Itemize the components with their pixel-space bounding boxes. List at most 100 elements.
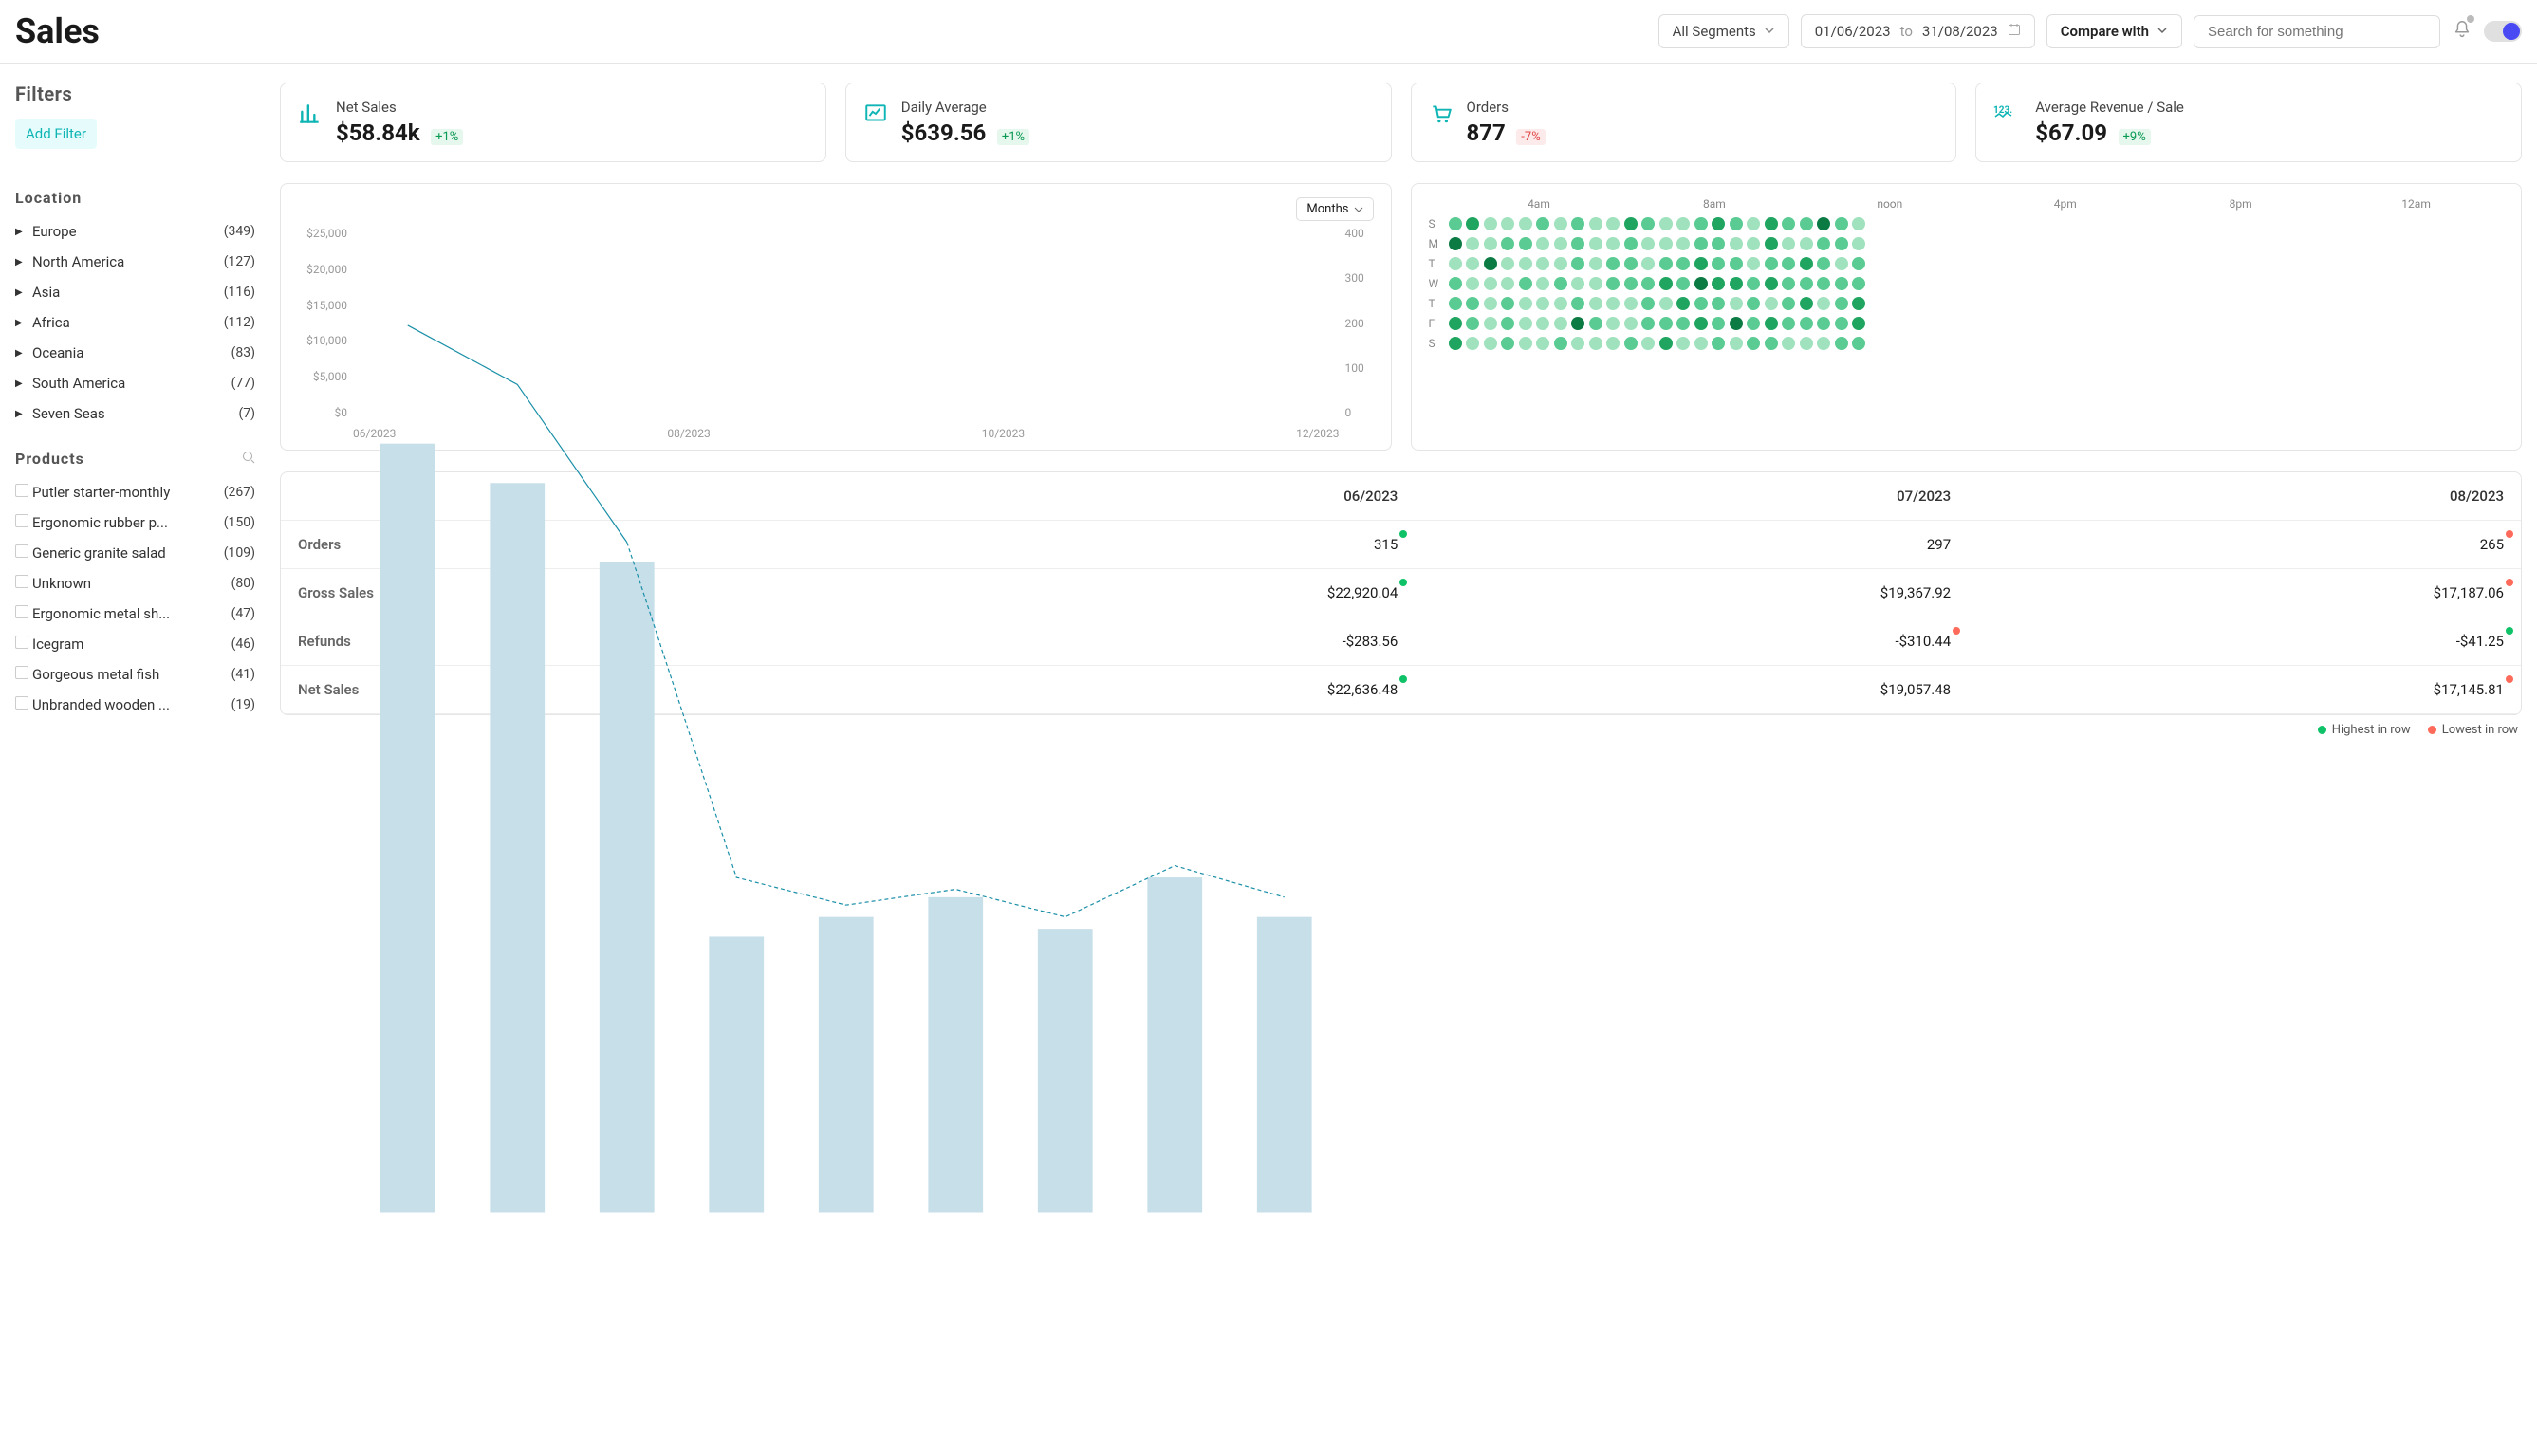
heatmap-dot[interactable] xyxy=(1501,257,1514,270)
heatmap-dot[interactable] xyxy=(1730,237,1743,250)
product-filter-item[interactable]: Unbranded wooden ... (19) xyxy=(15,690,255,720)
heatmap-dot[interactable] xyxy=(1782,337,1795,350)
heatmap-dot[interactable] xyxy=(1624,237,1638,250)
add-filter-button[interactable]: Add Filter xyxy=(15,119,97,149)
search-icon[interactable] xyxy=(242,451,255,468)
checkbox-icon[interactable] xyxy=(15,696,32,713)
heatmap-dot[interactable] xyxy=(1676,317,1690,330)
heatmap-dot[interactable] xyxy=(1852,297,1865,310)
heatmap-dot[interactable] xyxy=(1571,317,1584,330)
heatmap-dot[interactable] xyxy=(1589,297,1602,310)
heatmap-dot[interactable] xyxy=(1641,217,1655,230)
product-filter-item[interactable]: Ergonomic metal sh... (47) xyxy=(15,599,255,629)
heatmap-dot[interactable] xyxy=(1800,337,1813,350)
heatmap-dot[interactable] xyxy=(1817,297,1830,310)
product-filter-item[interactable]: Putler starter-monthly (267) xyxy=(15,477,255,507)
heatmap-dot[interactable] xyxy=(1466,317,1479,330)
heatmap-dot[interactable] xyxy=(1765,297,1778,310)
heatmap-dot[interactable] xyxy=(1800,257,1813,270)
heatmap-dot[interactable] xyxy=(1554,317,1567,330)
heatmap-dot[interactable] xyxy=(1852,257,1865,270)
search-input[interactable] xyxy=(2194,15,2440,48)
heatmap-dot[interactable] xyxy=(1800,277,1813,290)
heatmap-dot[interactable] xyxy=(1589,337,1602,350)
notifications-button[interactable] xyxy=(2452,19,2472,44)
heatmap-dot[interactable] xyxy=(1484,217,1497,230)
heatmap-dot[interactable] xyxy=(1694,237,1708,250)
heatmap-dot[interactable] xyxy=(1536,217,1549,230)
heatmap-dot[interactable] xyxy=(1782,317,1795,330)
heatmap-dot[interactable] xyxy=(1835,277,1848,290)
heatmap-dot[interactable] xyxy=(1449,317,1462,330)
heatmap-dot[interactable] xyxy=(1641,317,1655,330)
heatmap-dot[interactable] xyxy=(1730,317,1743,330)
heatmap-dot[interactable] xyxy=(1694,217,1708,230)
location-filter-item[interactable]: ▶ Seven Seas (7) xyxy=(15,398,255,429)
heatmap-dot[interactable] xyxy=(1536,277,1549,290)
heatmap-dot[interactable] xyxy=(1835,337,1848,350)
heatmap-dot[interactable] xyxy=(1659,237,1673,250)
heatmap-dot[interactable] xyxy=(1519,277,1532,290)
heatmap-dot[interactable] xyxy=(1536,317,1549,330)
heatmap-dot[interactable] xyxy=(1589,257,1602,270)
heatmap-dot[interactable] xyxy=(1817,337,1830,350)
heatmap-dot[interactable] xyxy=(1589,317,1602,330)
heatmap-dot[interactable] xyxy=(1641,297,1655,310)
heatmap-dot[interactable] xyxy=(1606,317,1620,330)
heatmap-dot[interactable] xyxy=(1466,297,1479,310)
heatmap-dot[interactable] xyxy=(1765,277,1778,290)
product-filter-item[interactable]: Icegram (46) xyxy=(15,629,255,659)
heatmap-dot[interactable] xyxy=(1817,277,1830,290)
heatmap-dot[interactable] xyxy=(1694,297,1708,310)
heatmap-dot[interactable] xyxy=(1554,217,1567,230)
heatmap-dot[interactable] xyxy=(1730,277,1743,290)
checkbox-icon[interactable] xyxy=(15,666,32,683)
heatmap-dot[interactable] xyxy=(1501,317,1514,330)
heatmap-dot[interactable] xyxy=(1800,317,1813,330)
heatmap-dot[interactable] xyxy=(1835,237,1848,250)
heatmap-dot[interactable] xyxy=(1554,297,1567,310)
heatmap-dot[interactable] xyxy=(1835,297,1848,310)
date-range-picker[interactable]: 01/06/2023 to 31/08/2023 xyxy=(1801,14,2035,48)
heatmap-dot[interactable] xyxy=(1800,297,1813,310)
heatmap-dot[interactable] xyxy=(1589,237,1602,250)
heatmap-dot[interactable] xyxy=(1641,277,1655,290)
heatmap-dot[interactable] xyxy=(1730,217,1743,230)
heatmap-dot[interactable] xyxy=(1536,257,1549,270)
heatmap-dot[interactable] xyxy=(1835,317,1848,330)
heatmap-dot[interactable] xyxy=(1852,317,1865,330)
heatmap-dot[interactable] xyxy=(1747,297,1760,310)
checkbox-icon[interactable] xyxy=(15,575,32,592)
heatmap-dot[interactable] xyxy=(1484,317,1497,330)
heatmap-dot[interactable] xyxy=(1712,317,1725,330)
heatmap-dot[interactable] xyxy=(1484,257,1497,270)
segments-dropdown[interactable]: All Segments xyxy=(1658,14,1789,48)
heatmap-dot[interactable] xyxy=(1624,317,1638,330)
heatmap-dot[interactable] xyxy=(1676,277,1690,290)
checkbox-icon[interactable] xyxy=(15,514,32,531)
heatmap-dot[interactable] xyxy=(1852,217,1865,230)
heatmap-dot[interactable] xyxy=(1466,217,1479,230)
heatmap-dot[interactable] xyxy=(1852,277,1865,290)
heatmap-dot[interactable] xyxy=(1519,237,1532,250)
heatmap-dot[interactable] xyxy=(1730,337,1743,350)
location-filter-item[interactable]: ▶ North America (127) xyxy=(15,247,255,277)
heatmap-dot[interactable] xyxy=(1712,217,1725,230)
heatmap-dot[interactable] xyxy=(1782,257,1795,270)
heatmap-dot[interactable] xyxy=(1519,257,1532,270)
heatmap-dot[interactable] xyxy=(1624,297,1638,310)
heatmap-dot[interactable] xyxy=(1659,297,1673,310)
heatmap-dot[interactable] xyxy=(1694,317,1708,330)
heatmap-dot[interactable] xyxy=(1712,277,1725,290)
heatmap-dot[interactable] xyxy=(1747,217,1760,230)
heatmap-dot[interactable] xyxy=(1606,337,1620,350)
heatmap-dot[interactable] xyxy=(1501,337,1514,350)
heatmap-dot[interactable] xyxy=(1676,337,1690,350)
heatmap-dot[interactable] xyxy=(1765,317,1778,330)
heatmap-dot[interactable] xyxy=(1659,257,1673,270)
heatmap-dot[interactable] xyxy=(1536,337,1549,350)
heatmap-dot[interactable] xyxy=(1466,237,1479,250)
heatmap-dot[interactable] xyxy=(1747,337,1760,350)
heatmap-dot[interactable] xyxy=(1624,257,1638,270)
checkbox-icon[interactable] xyxy=(15,636,32,653)
